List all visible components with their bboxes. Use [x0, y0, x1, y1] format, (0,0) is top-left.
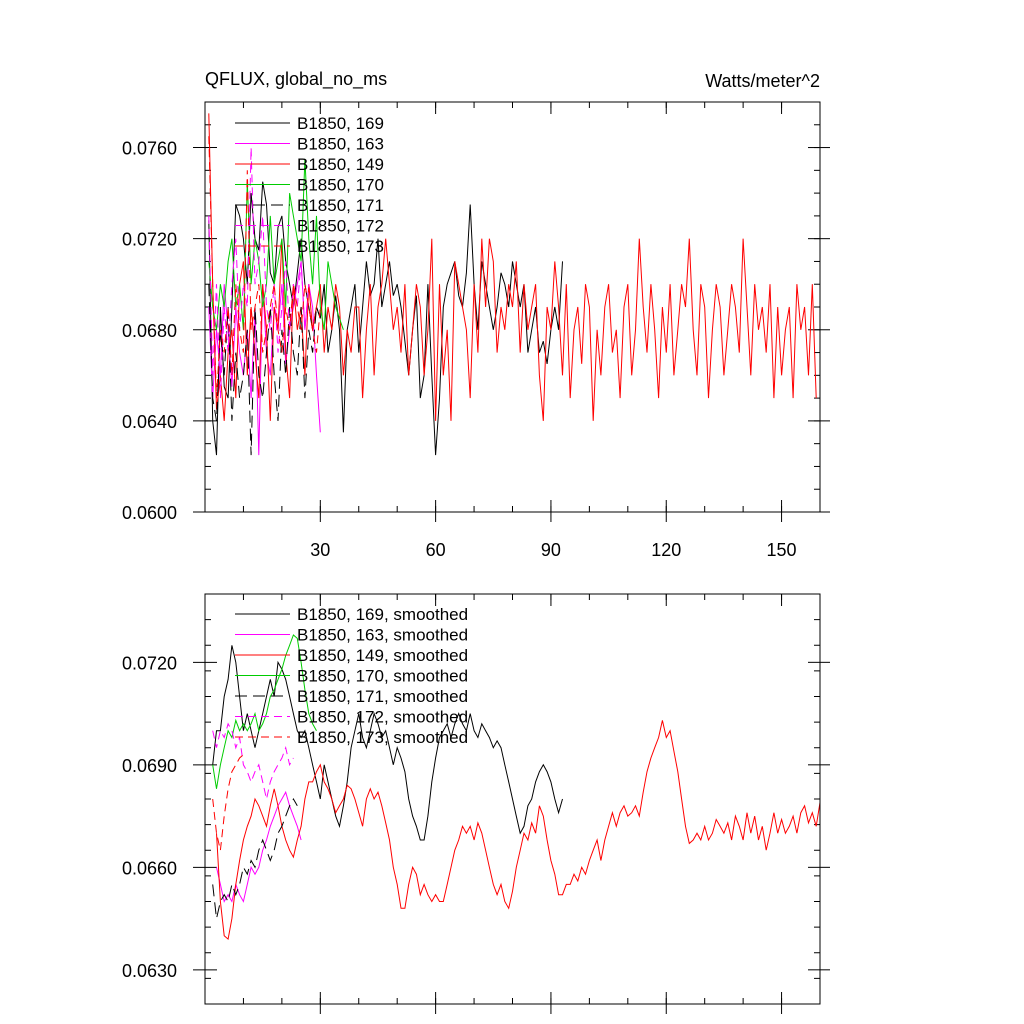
legend-label: B1850, 172 — [297, 217, 384, 236]
top-plot-frame — [204, 101, 821, 513]
bottom-panel: 0.0630 0.0660 0.0690 0.0720 B1850, 169, smo… — [122, 593, 830, 1014]
series-line-3 — [208, 113, 817, 421]
bottom-plot-frame — [204, 593, 821, 1005]
series-line-6 — [212, 722, 294, 800]
legend-label: B1850, 149 — [297, 155, 384, 174]
legend-label: B1850, 170, smoothed — [297, 667, 468, 686]
series-line-5 — [212, 797, 298, 919]
bottom-axis-ticks: 0.0630 0.0660 0.0690 0.0720 — [122, 593, 830, 1014]
legend-label: B1850, 173 — [297, 237, 384, 256]
series-line-3 — [216, 720, 820, 941]
y-tick-label: 0.0720 — [122, 653, 177, 673]
chart-title: QFLUX, global_no_ms — [205, 69, 387, 90]
bottom-legend: B1850, 169, smoothed B1850, 163, smoothed… — [235, 605, 468, 747]
units-label: Watts/meter^2 — [705, 71, 820, 91]
series-line-1 — [208, 181, 563, 456]
y-tick-label: 0.0680 — [122, 321, 177, 341]
legend-label: B1850, 172, smoothed — [297, 708, 468, 727]
legend-label: B1850, 169 — [297, 114, 384, 133]
y-tick-label: 0.0690 — [122, 756, 177, 776]
legend-label: B1850, 163, smoothed — [297, 626, 468, 645]
legend-label: B1850, 171, smoothed — [297, 687, 468, 706]
legend-label: B1850, 149, smoothed — [297, 646, 468, 665]
y-tick-label: 0.0760 — [122, 139, 177, 159]
series-line-6 — [208, 147, 310, 399]
top-series-lines — [208, 113, 817, 456]
legend-label: B1850, 163 — [297, 135, 384, 154]
series-line-4 — [212, 634, 317, 789]
y-tick-label: 0.0640 — [122, 412, 177, 432]
legend-label: B1850, 171 — [297, 196, 384, 215]
series-line-1 — [212, 645, 563, 841]
legend-label: B1850, 170 — [297, 176, 384, 195]
top-axis-ticks: 30 60 90 120 150 0.0600 0.0640 0.0680 0.0720 0.07… — [122, 101, 830, 560]
x-tick-label: 90 — [541, 540, 561, 560]
legend-label: B1850, 173, smoothed — [297, 728, 468, 747]
y-tick-label: 0.0660 — [122, 858, 177, 878]
x-tick-label: 150 — [767, 540, 797, 560]
series-line-4 — [208, 158, 344, 330]
top-panel: QFLUX, global_no_ms Watts/meter^2 30 60 90… — [122, 69, 830, 560]
y-tick-label: 0.0630 — [122, 961, 177, 981]
x-tick-label: 60 — [426, 540, 446, 560]
y-tick-label: 0.0720 — [122, 230, 177, 250]
x-tick-label: 30 — [310, 540, 330, 560]
x-tick-label: 120 — [651, 540, 681, 560]
y-tick-label: 0.0600 — [122, 503, 177, 523]
legend-label: B1850, 169, smoothed — [297, 605, 468, 624]
bottom-series-lines — [212, 634, 820, 941]
series-line-2 — [216, 790, 302, 903]
series-line-7 — [212, 754, 244, 851]
series-line-7 — [208, 136, 321, 399]
